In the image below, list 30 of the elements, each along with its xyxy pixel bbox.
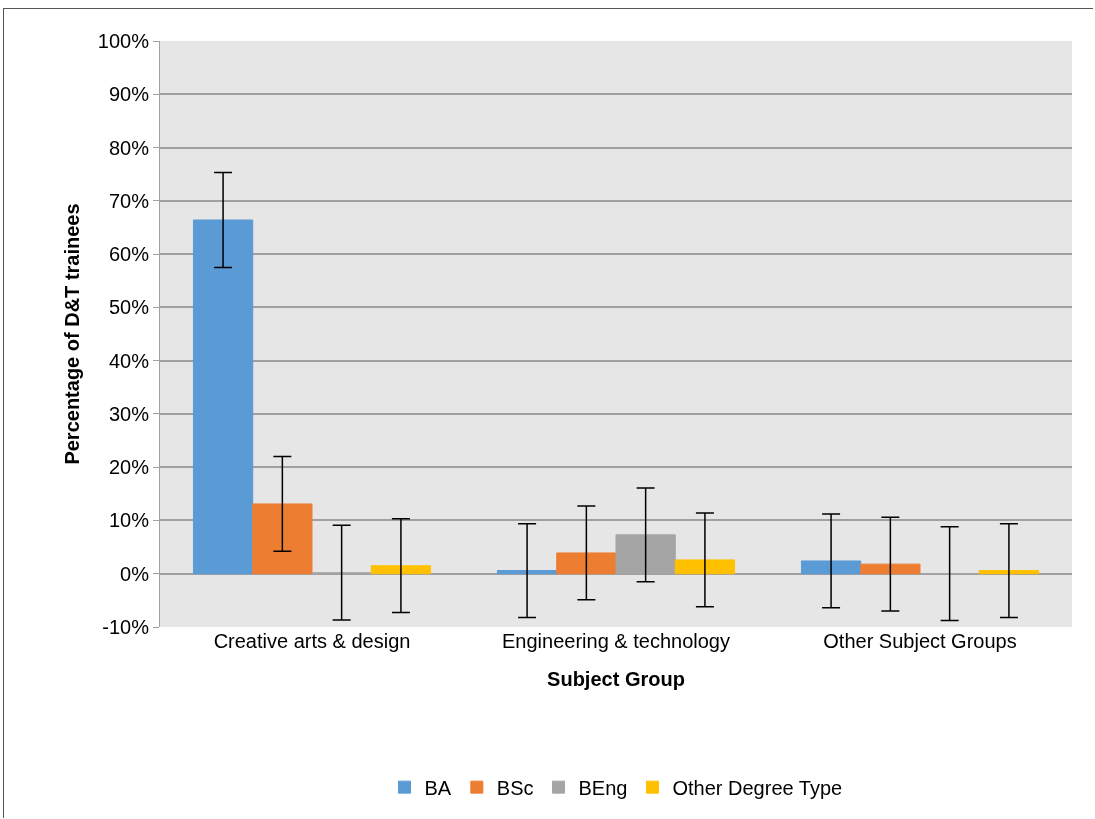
bar [978,570,1040,575]
x-tick-label: Creative arts & design [213,630,411,652]
x-axis-title: Subject Group [547,667,685,690]
legend-label: BA [424,776,452,799]
bar [860,563,921,575]
bar [674,559,736,575]
bar [192,219,254,575]
y-tick-label: 20% [108,456,150,479]
legend-label: BSc [496,776,534,799]
y-tick-label: 10% [108,509,150,532]
legend-label: Other Degree Type [672,776,843,799]
y-tick-label: 0% [120,562,150,585]
y-tick-label: 60% [108,243,150,266]
legend-label: BEng [578,776,628,799]
bar [370,565,432,575]
y-tick-label: 70% [108,189,150,212]
y-tick-label: 80% [108,136,150,159]
y-axis-title: Percentage of D&T trainees [61,203,84,465]
y-tick-label: -10% [102,616,150,638]
y-tick-label: 100% [97,30,150,52]
y-tick-label: 90% [108,83,150,106]
bar [800,560,862,575]
y-tick-label: 40% [108,349,150,372]
x-tick-label: Other Subject Groups [823,630,1017,652]
bar [252,503,313,575]
y-tick-label: 50% [108,296,150,319]
bar [496,570,558,575]
x-tick-label: Engineering & technology [502,630,730,652]
bar [556,552,617,575]
y-tick-label: 30% [108,402,150,425]
